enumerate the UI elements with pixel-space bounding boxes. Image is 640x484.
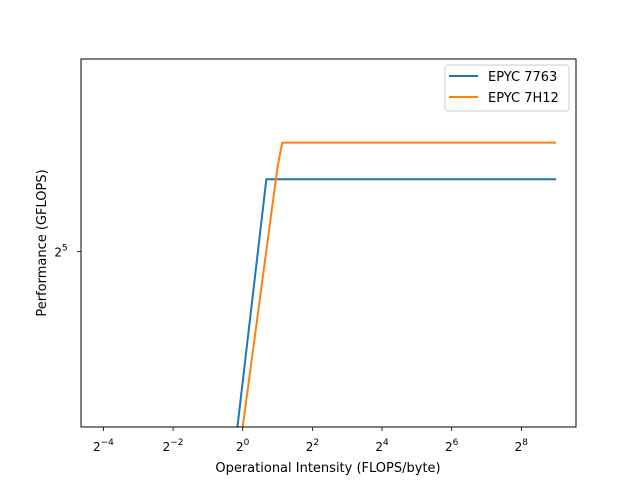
x-axis-ticks: 2−4 2−2 20 22 24 26 28	[93, 427, 528, 454]
x-tick-label: 24	[375, 438, 389, 454]
x-tick-label: 2−2	[163, 438, 184, 454]
x-tick-label: 2−4	[93, 438, 114, 454]
plot-frame	[80, 58, 577, 428]
x-tick-label: 28	[515, 438, 529, 454]
series-layer	[236, 141, 557, 427]
y-tick-label: 25	[54, 243, 67, 259]
y-axis-ticks: 25	[54, 243, 81, 259]
series-line-2	[241, 141, 557, 427]
legend-label-2: EPYC 7H12	[488, 91, 559, 106]
series-line-1	[236, 178, 557, 427]
legend: EPYC 7763 EPYC 7H12	[444, 64, 570, 112]
x-tick-label: 22	[306, 438, 319, 454]
y-axis-label: Performance (GFLOPS)	[35, 169, 50, 316]
legend-label-1: EPYC 7763	[488, 70, 557, 85]
x-axis-label: Operational Intensity (FLOPS/byte)	[215, 461, 440, 476]
x-tick-label: 20	[236, 438, 250, 454]
x-tick-label: 26	[445, 438, 459, 454]
